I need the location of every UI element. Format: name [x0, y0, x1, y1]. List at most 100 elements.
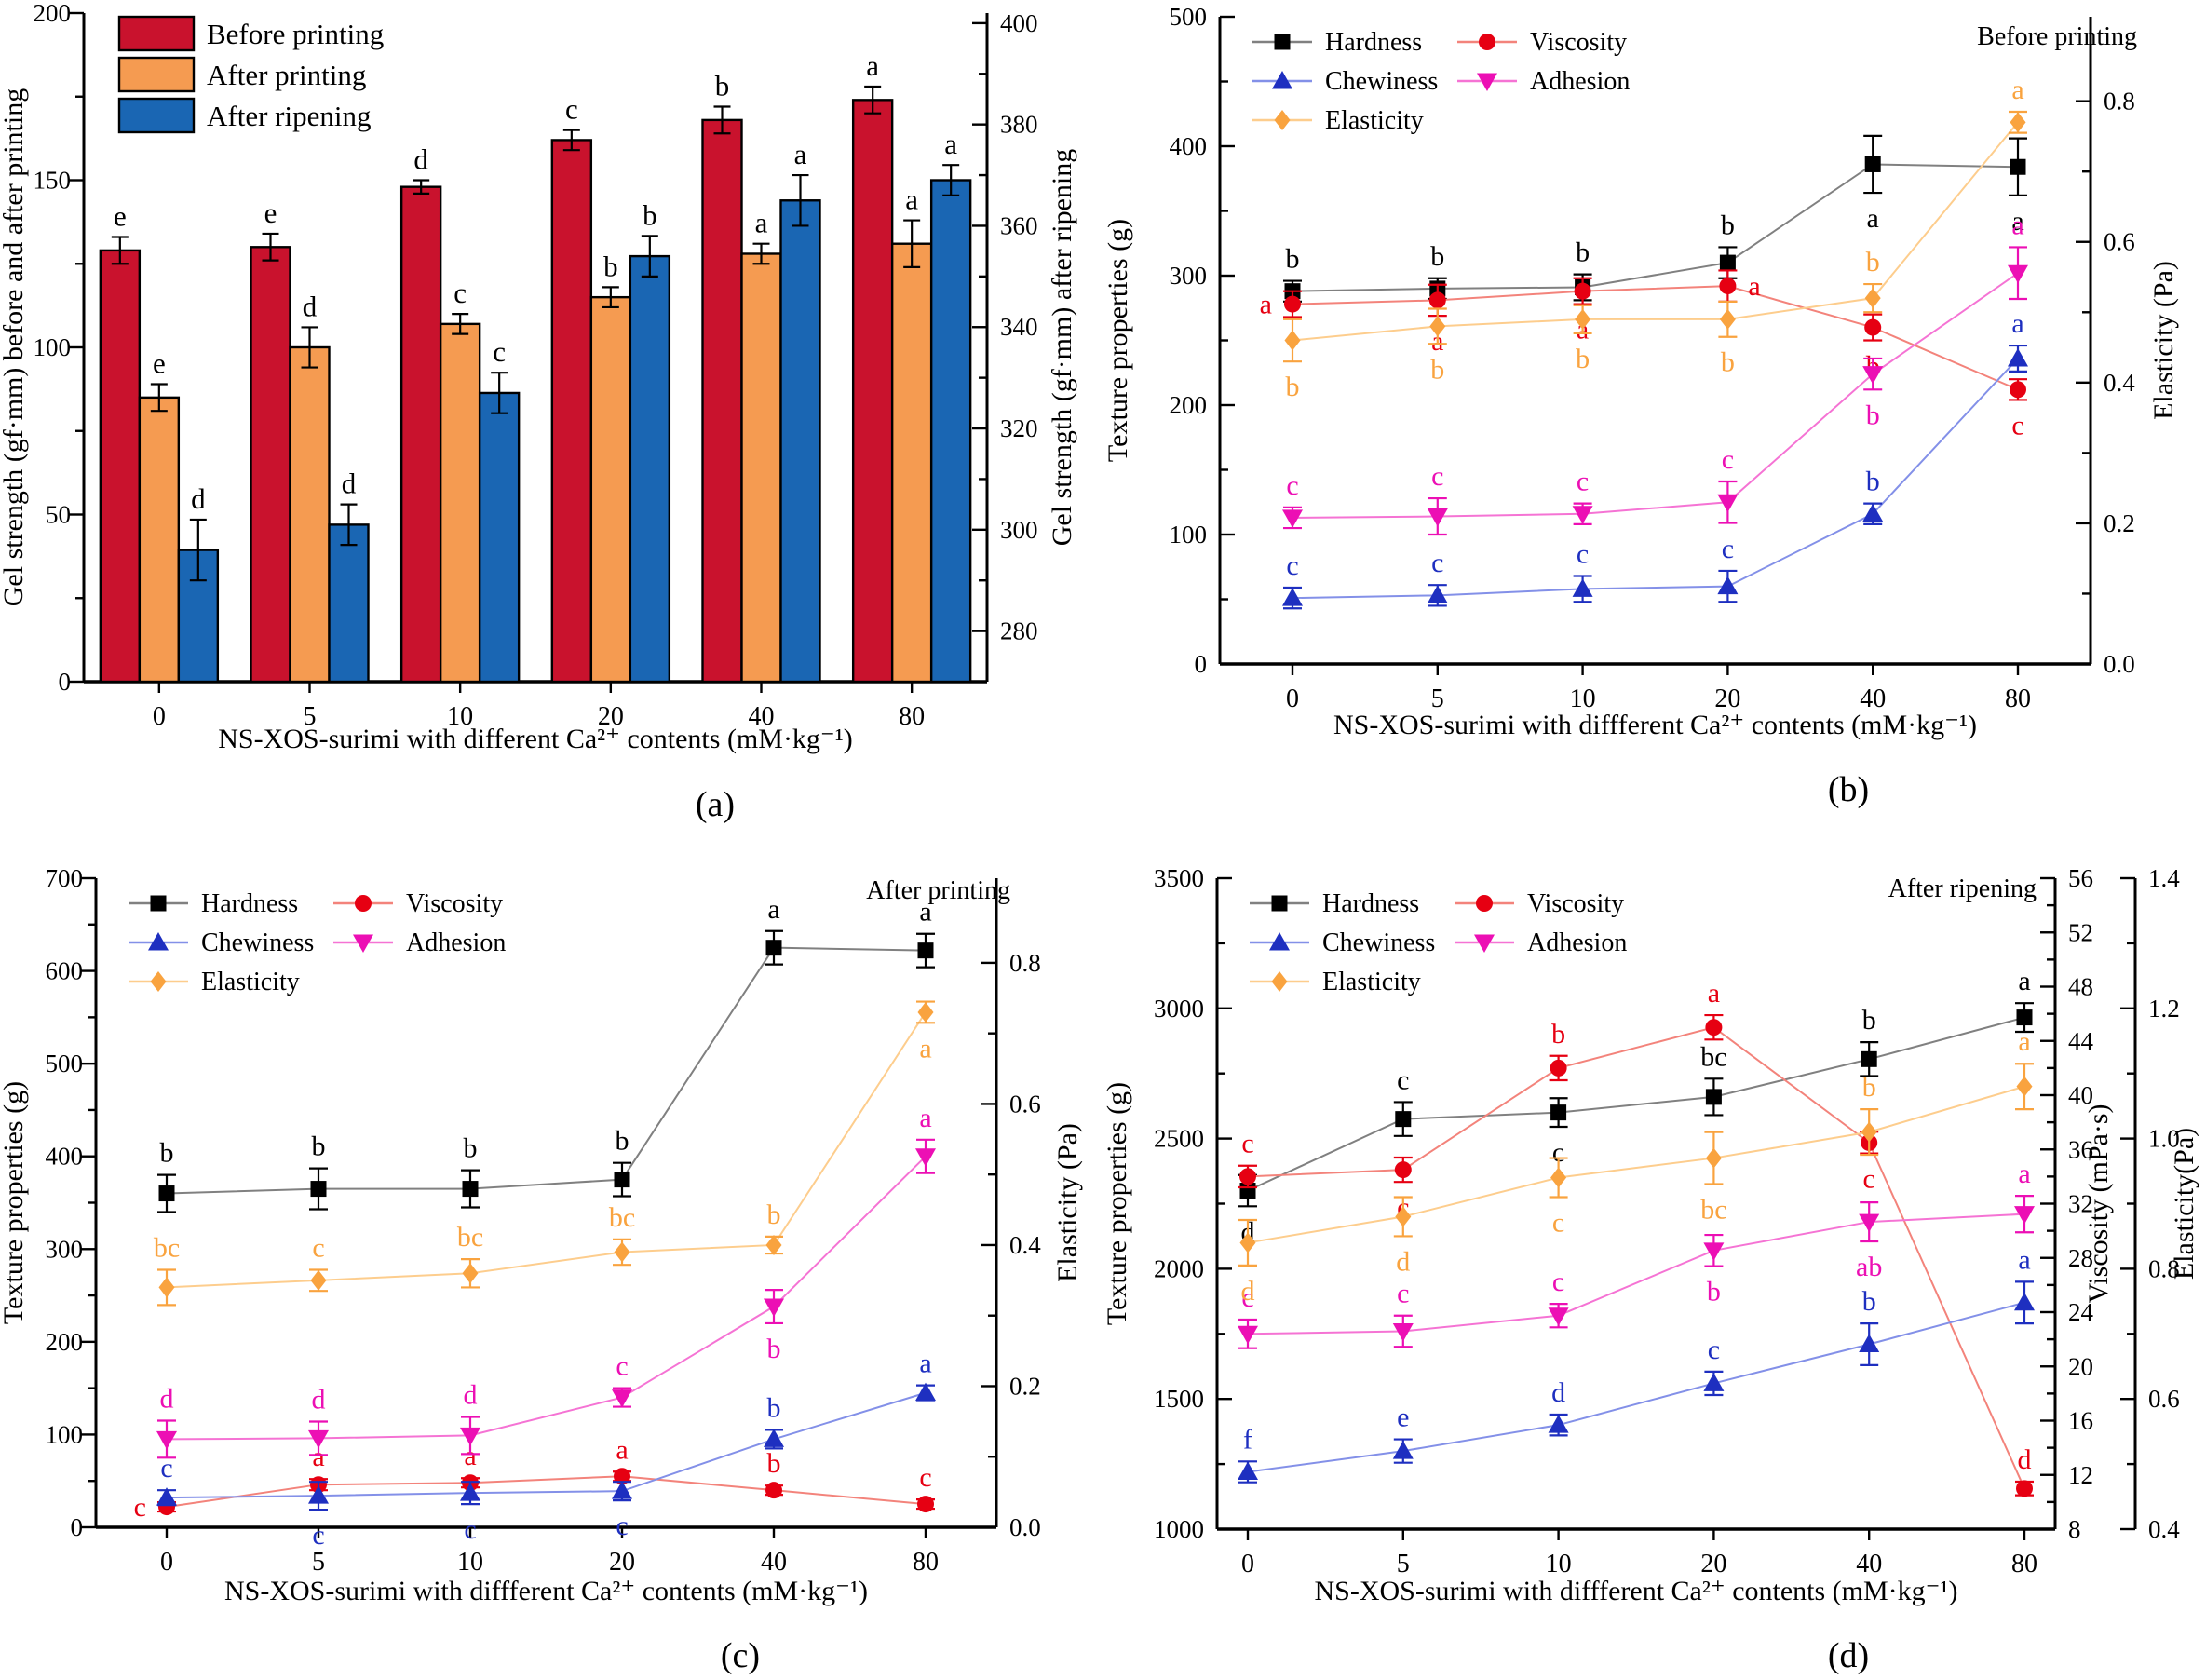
marker-adhesion: [1392, 1323, 1414, 1342]
legend-label: Viscosity: [406, 889, 503, 918]
series-adhesion: d d d c b a: [156, 1103, 936, 1459]
sig-letter: e: [153, 346, 166, 379]
tick-label: 400: [1170, 132, 1208, 160]
marker-viscosity: [917, 1496, 934, 1513]
panel-a: 0 50 100 150 200 280 300 320 340 360 380 400 0 5 10 20 4…: [0, 0, 1103, 840]
sig-letter: a: [1867, 203, 1879, 234]
tick-label: 100: [46, 1420, 84, 1448]
error-bar: [262, 232, 279, 262]
y-axis-right-0: [2040, 876, 2057, 1531]
series-line: [1247, 1026, 2025, 1489]
legend-swatch: [117, 56, 196, 93]
marker-adhesion: [1572, 506, 1593, 524]
error-bar: [491, 372, 508, 414]
sig-letter: a: [755, 207, 768, 239]
sig-letter: d: [1551, 1377, 1565, 1408]
x-axis-label: NS-XOS-surimi with diffferent Ca²⁺ conte…: [1333, 710, 1977, 740]
marker-adhesion: [764, 1298, 784, 1318]
marker-viscosity: [2016, 1480, 2033, 1497]
marker-adhesion: [1548, 1307, 1569, 1326]
sig-letter: b: [1862, 1072, 1876, 1103]
sig-letter: a: [919, 1103, 931, 1133]
marker-adhesion: [1282, 509, 1303, 528]
marker-viscosity: [1284, 295, 1301, 313]
marker-elasticity: [614, 1241, 630, 1263]
marker-adhesion: [308, 1429, 329, 1449]
sig-letter: b: [1286, 244, 1300, 275]
marker-elasticity: [2016, 1076, 2033, 1097]
tick-label: 0.4: [1009, 1231, 1041, 1259]
sig-letter: e: [114, 200, 127, 233]
marker-hardness: [2010, 158, 2026, 175]
y-axis-left: [1215, 876, 1232, 1531]
sig-letter: a: [919, 1033, 931, 1064]
sig-letter: b: [1576, 344, 1590, 374]
tick-label: 0: [153, 702, 166, 731]
marker-elasticity: [1575, 308, 1591, 330]
sig-letter: c: [1552, 1267, 1564, 1297]
series-chewiness: c c c c b a: [156, 1348, 936, 1551]
marker-chewiness: [1548, 1415, 1569, 1433]
tick-label: 400: [1000, 9, 1038, 37]
y-axis-right-0: [2076, 17, 2092, 666]
tick-label: 20: [609, 1548, 635, 1577]
tick-label: 100: [1170, 521, 1208, 549]
marker-viscosity: [614, 1468, 630, 1485]
sig-letter: b: [1866, 247, 1880, 278]
tick-label: 0.8: [2148, 1254, 2180, 1282]
sig-letter: e: [264, 196, 277, 229]
sig-letter: a: [1748, 271, 1760, 302]
bar: [99, 249, 142, 684]
tick-label: 200: [34, 0, 72, 27]
bar: [439, 322, 481, 684]
sig-letter: a: [616, 1434, 628, 1465]
legend-item-adhesion: Adhesion: [1455, 928, 1627, 957]
legend-item-before-printing: Before printing: [117, 15, 384, 52]
sig-letter: b: [1721, 210, 1735, 240]
bar: [890, 242, 933, 684]
tick-label: 10: [447, 702, 473, 731]
series-line: [1292, 285, 2019, 391]
marker-elasticity: [1861, 1121, 1877, 1143]
tick-label: 0.6: [2104, 228, 2135, 256]
sig-letter: a: [2018, 966, 2030, 996]
legend-label: Viscosity: [1530, 28, 1627, 57]
tick-label: 0.4: [2104, 369, 2135, 397]
series-hardness: b b b b a a: [157, 894, 935, 1213]
tick-label: 20: [1714, 684, 1740, 713]
legend-label: Viscosity: [1527, 889, 1624, 918]
tick-label: 0.2: [2104, 509, 2135, 537]
marker-hardness: [2016, 1009, 2033, 1026]
sig-letter: b: [160, 1138, 174, 1169]
marker-adhesion: [460, 1427, 480, 1446]
tick-label: 1.4: [2148, 864, 2180, 892]
y-axis-left: [1218, 15, 1235, 666]
sig-letter: c: [1241, 1129, 1253, 1159]
series-line: [166, 1475, 927, 1509]
legend: Hardness Viscosity Chewiness Adhesion Elasti…: [1252, 28, 1630, 135]
sig-letter: c: [453, 277, 467, 309]
y-axis-label-left: Texture properties (g): [0, 1081, 29, 1324]
sig-letter: d: [1396, 1246, 1410, 1277]
legend-label: Hardness: [1325, 28, 1422, 57]
tick-label: 0.8: [2104, 88, 2135, 115]
tick-label: 0.0: [2104, 650, 2135, 678]
marker-hardness: [1719, 254, 1736, 271]
tick-label: 600: [46, 957, 84, 985]
marker-chewiness: [2008, 347, 2028, 367]
tick-label: 1.0: [2148, 1125, 2180, 1153]
tick-label: 2500: [1154, 1125, 1204, 1153]
tick-label: 44: [2068, 1027, 2094, 1055]
series-line: [166, 1391, 927, 1499]
sig-letter: c: [1577, 467, 1589, 497]
x-axis-label: NS-XOS-surimi with diffferent Ca²⁺ conte…: [224, 1576, 868, 1606]
x-axis: [1220, 662, 2091, 675]
tick-label: 3500: [1154, 864, 1204, 892]
tick-label: 320: [1000, 414, 1038, 442]
legend-label: Chewiness: [201, 928, 314, 957]
tick-label: 10: [1546, 1550, 1572, 1578]
series-line: [1247, 1016, 2025, 1192]
series-line: [166, 1011, 927, 1289]
sig-letter: c: [1552, 1137, 1564, 1168]
